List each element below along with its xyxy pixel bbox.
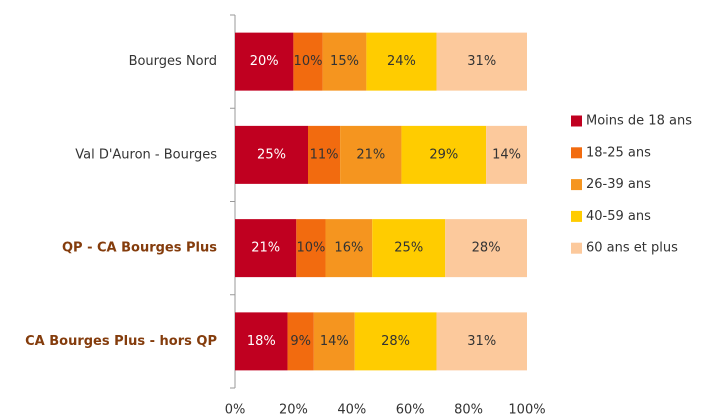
category-label: Val D'Auron - Bourges: [75, 147, 217, 162]
legend-swatch: [571, 210, 582, 222]
data-label: 21%: [251, 241, 280, 256]
data-label: 24%: [387, 54, 416, 69]
bar-segment: [293, 32, 323, 91]
bar-segment: [235, 125, 308, 184]
x-tick-label: 20%: [279, 403, 308, 418]
legend-label: 40-59 ans: [586, 209, 651, 224]
legend-swatch: [571, 179, 582, 191]
data-label: 29%: [429, 147, 458, 162]
data-label: 31%: [467, 54, 496, 69]
legend-swatch: [571, 115, 582, 127]
x-tick-label: 100%: [508, 403, 545, 418]
x-tick-label: 0%: [225, 403, 246, 418]
x-tick-label: 60%: [396, 403, 425, 418]
data-label: 18%: [247, 334, 276, 349]
legend-label: 18-25 ans: [586, 145, 651, 160]
x-tick-label: 80%: [454, 403, 483, 418]
bar-segment: [372, 219, 446, 278]
data-label: 9%: [290, 334, 311, 349]
data-label: 16%: [334, 241, 363, 256]
bar-segment: [325, 219, 373, 278]
legend-swatch: [571, 147, 582, 159]
legend-label: 60 ans et plus: [586, 241, 678, 256]
bar-segment: [445, 219, 527, 278]
bar-segment: [235, 32, 294, 91]
bar-segment: [354, 312, 437, 371]
x-tick-label: 40%: [337, 403, 366, 418]
bar-segment: [235, 219, 297, 278]
data-label: 21%: [356, 147, 385, 162]
data-label: 10%: [296, 241, 325, 256]
data-label: 15%: [330, 54, 359, 69]
bar-segment: [235, 312, 288, 371]
data-label: 14%: [492, 147, 521, 162]
bar-segment: [313, 312, 355, 371]
data-label: 20%: [250, 54, 279, 69]
bar-segment: [486, 125, 527, 184]
category-label: CA Bourges Plus - hors QP: [25, 334, 217, 349]
bar-segment: [436, 32, 527, 91]
bar-segment: [401, 125, 487, 184]
data-label: 25%: [394, 241, 423, 256]
bar-segment: [322, 32, 367, 91]
bar-segment: [308, 125, 341, 184]
bar-segment: [436, 312, 527, 371]
data-label: 28%: [472, 241, 501, 256]
data-label: 14%: [320, 334, 349, 349]
data-label: 25%: [257, 147, 286, 162]
data-label: 28%: [381, 334, 410, 349]
category-label: Bourges Nord: [129, 54, 217, 69]
data-label: 10%: [294, 54, 323, 69]
bar-segment: [340, 125, 402, 184]
legend-label: Moins de 18 ans: [586, 114, 692, 129]
data-label: 11%: [310, 147, 339, 162]
bar-segment: [296, 219, 326, 278]
legend-swatch: [571, 242, 582, 254]
bar-segment: [366, 32, 437, 91]
category-label: QP - CA Bourges Plus: [62, 241, 217, 256]
legend-label: 26-39 ans: [586, 177, 651, 192]
data-label: 31%: [467, 334, 496, 349]
bar-segment: [287, 312, 314, 371]
